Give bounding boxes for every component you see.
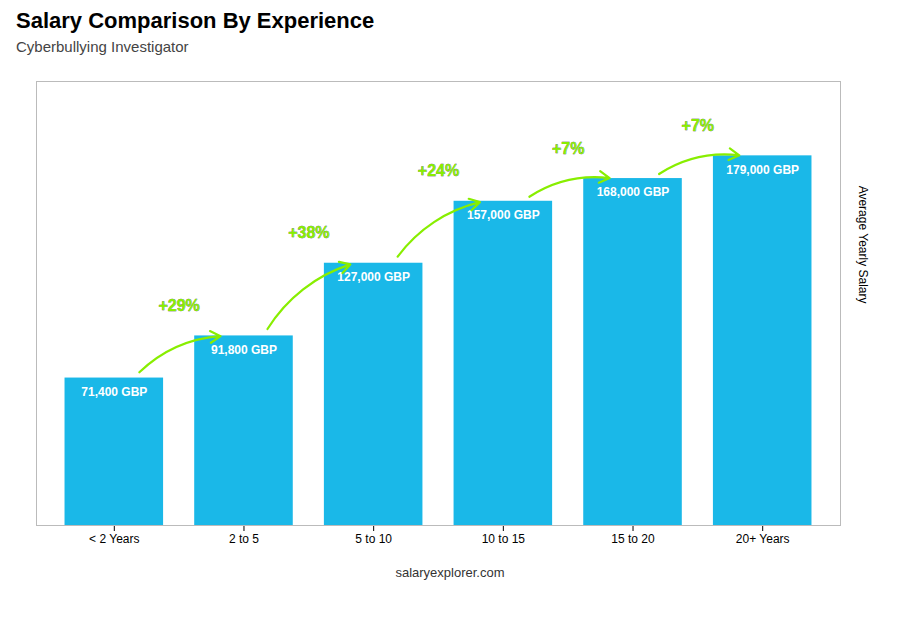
svg-text:127,000 GBP: 127,000 GBP (337, 270, 410, 284)
html-text:Cyberbullying Investigator: Cyberbullying Investigator (16, 38, 189, 55)
html-text:Salary Comparison By Experienc: Salary Comparison By Experience (16, 8, 375, 33)
svg-text:168,000 GBP: 168,000 GBP (597, 185, 670, 199)
svg-text:2 to 5: 2 to 5 (229, 532, 259, 546)
svg-text:5 to 10: 5 to 10 (355, 532, 392, 546)
svg-text:157,000 GBP: 157,000 GBP (467, 208, 540, 222)
svg-text:+24%: +24% (418, 162, 459, 179)
svg-text:Average Yearly Salary: Average Yearly Salary (856, 186, 870, 304)
svg-text:179,000 GBP: 179,000 GBP (726, 163, 799, 177)
html-text:salaryexplorer.com: salaryexplorer.com (395, 565, 505, 580)
svg-text:+29%: +29% (158, 297, 199, 314)
svg-text:15 to 20: 15 to 20 (611, 532, 655, 546)
svg-text:< 2 Years: < 2 Years (89, 532, 139, 546)
svg-text:91,800 GBP: 91,800 GBP (211, 343, 277, 357)
svg-text:71,400 GBP: 71,400 GBP (81, 385, 147, 399)
svg-text:20+ Years: 20+ Years (736, 532, 790, 546)
svg-text:10 to 15: 10 to 15 (482, 532, 526, 546)
svg-text:+7%: +7% (552, 140, 584, 157)
svg-text:+38%: +38% (288, 224, 329, 241)
svg-text:+7%: +7% (682, 117, 714, 134)
